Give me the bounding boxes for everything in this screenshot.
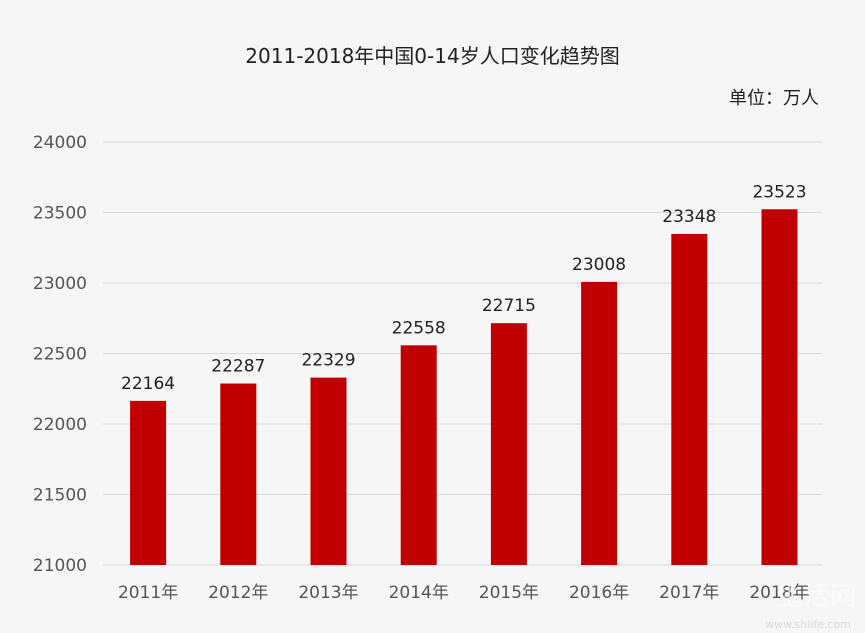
x-tick-label: 2016年 [569,583,629,603]
y-tick-label: 23000 [33,274,87,294]
data-label: 22715 [482,296,536,316]
bar [130,400,167,565]
bar [220,383,257,565]
data-label: 22558 [392,318,446,338]
bar [310,377,347,565]
data-label: 22164 [121,374,175,394]
chart-title: 2011-2018年中国0-14岁人口变化趋势图 [245,44,620,68]
gridlines [103,141,822,566]
data-labels: 22164 22287 22329 22558 22715 23008 23348 23523 [121,182,806,394]
bars [130,209,798,565]
x-tick-label: 2013年 [298,583,358,603]
bar [400,345,437,565]
data-label: 23523 [752,182,806,202]
x-tick-label: 2015年 [479,583,539,603]
y-tick-label: 22500 [33,345,87,365]
y-axis-ticks: 21000 21500 22000 22500 23000 23500 24000 [33,133,87,576]
bar [761,209,798,565]
data-label: 22329 [301,351,355,371]
bar [490,323,527,565]
bar [671,233,708,565]
x-tick-label: 2011年 [118,583,178,603]
y-tick-label: 21500 [33,486,87,506]
y-tick-label: 22000 [33,415,87,435]
data-label: 23008 [572,255,626,275]
x-tick-label: 2017年 [659,583,719,603]
x-tick-label: 2018年 [749,583,809,603]
data-label: 22287 [211,357,265,377]
x-tick-label: 2012年 [208,583,268,603]
data-label: 23348 [662,207,716,227]
y-tick-label: 23500 [33,204,87,224]
unit-label: 单位：万人 [729,88,819,109]
y-tick-label: 21000 [33,556,87,576]
x-axis-ticks: 2011年 2012年 2013年 2014年 2015年 2016年 2017年 2018年 [118,583,810,603]
y-tick-label: 24000 [33,133,87,153]
bar [581,281,618,565]
x-tick-label: 2014年 [389,583,449,603]
